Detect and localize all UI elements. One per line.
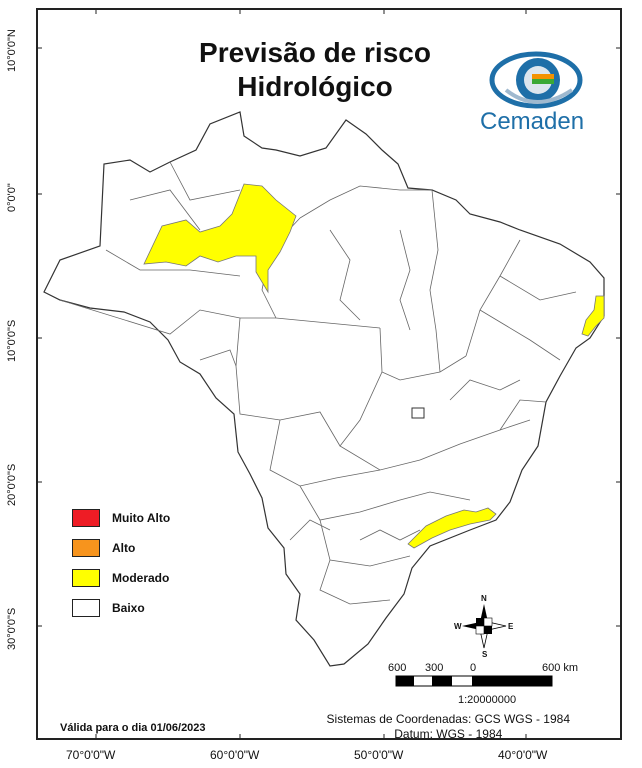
scale-label-0: 0	[470, 662, 477, 674]
legend-swatch-alto	[72, 539, 100, 557]
moderate-area-southeast-coast	[407, 507, 497, 549]
lon-label-70w: 70°0'0"W	[66, 748, 116, 762]
compass-rose-icon	[462, 604, 507, 649]
scale-ratio: 1:20000000	[458, 694, 517, 706]
legend-swatch-baixo	[72, 599, 100, 617]
moderate-area-amazonas	[143, 183, 297, 294]
legend-label-alto: Alto	[112, 541, 136, 555]
lat-label-20s: 20°0'0"S	[6, 463, 18, 506]
lat-label-10s: 10°0'0"S	[6, 319, 18, 362]
legend-label-moderado: Moderado	[112, 571, 170, 585]
moderate-area-northeast-coast	[581, 295, 605, 337]
legend-swatch-moderado	[72, 569, 100, 587]
map-title-line2: Hidrológico	[237, 71, 393, 102]
legend-item-moderado: Moderado	[72, 568, 169, 588]
graticule-ticks	[36, 8, 622, 740]
scale-label-600-left: 600	[388, 662, 407, 674]
coordinate-system-line2: Datum: WGS - 1984	[394, 727, 503, 741]
legend-label-muito-alto: Muito Alto	[112, 511, 171, 525]
lat-label-10n: 10°0'0"N	[6, 29, 18, 72]
legend-swatch-muito-alto	[72, 509, 100, 527]
compass-west-label: W	[454, 622, 462, 631]
federal-district	[411, 407, 425, 419]
compass-south-label: S	[482, 650, 488, 659]
valid-date-note: Válida para o dia 01/06/2023	[60, 722, 206, 734]
legend-item-baixo: Baixo	[72, 598, 145, 618]
legend-label-baixo: Baixo	[112, 601, 145, 615]
valid-date-value: 01/06/2023	[150, 722, 206, 734]
compass-north-label: N	[481, 594, 487, 603]
lat-label-0: 0°0'0"	[6, 183, 18, 212]
lon-label-50w: 50°0'0"W	[354, 748, 404, 762]
coordinate-system-line1: Sistemas de Coordenadas: GCS WGS - 1984	[326, 712, 570, 726]
legend-item-alto: Alto	[72, 538, 135, 558]
valid-date-prefix: Válida para o dia	[60, 722, 151, 734]
lon-label-40w: 40°0'0"W	[498, 748, 548, 762]
cemaden-eye-logo-icon	[489, 51, 583, 109]
map-title-line1: Previsão de risco	[199, 37, 431, 68]
scale-bar	[395, 675, 553, 687]
scale-label-300: 300	[425, 662, 444, 674]
lat-label-30s: 30°0'0"S	[6, 607, 18, 650]
lon-label-60w: 60°0'0"W	[210, 748, 260, 762]
scale-label-600-km: 600 km	[542, 662, 579, 674]
compass-east-label: E	[508, 622, 514, 631]
cemaden-logo-text: Cemaden	[480, 108, 585, 135]
legend-item-muito-alto: Muito Alto	[72, 508, 170, 528]
coordinate-system-note: Sistemas de Coordenadas: GCS WGS - 1984 …	[327, 712, 570, 742]
